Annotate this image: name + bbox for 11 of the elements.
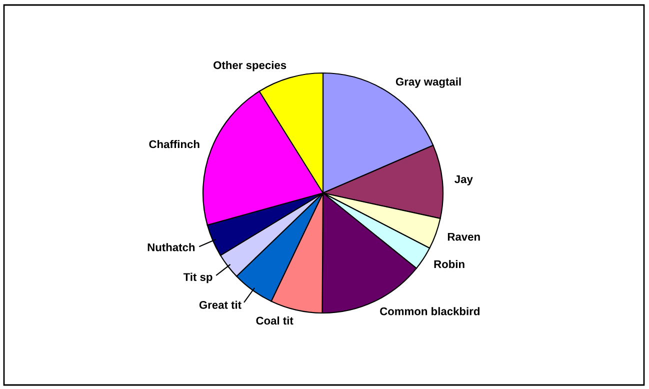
slice-label: Jay xyxy=(454,175,473,186)
slice-label: Nuthatch xyxy=(148,243,195,252)
slice-label: Coal tit xyxy=(256,316,294,325)
slice-label: Robin xyxy=(434,260,464,268)
slice-label: Other species xyxy=(214,60,286,72)
slice-label: Tit sp xyxy=(183,272,212,284)
slice-label: Chaffinch xyxy=(149,140,200,148)
slice-label: Gray wagtail xyxy=(396,77,461,88)
slice-label: Common blackbird xyxy=(380,307,480,316)
slice-label: Raven xyxy=(448,232,480,241)
slice-label: Great tit xyxy=(199,300,242,309)
